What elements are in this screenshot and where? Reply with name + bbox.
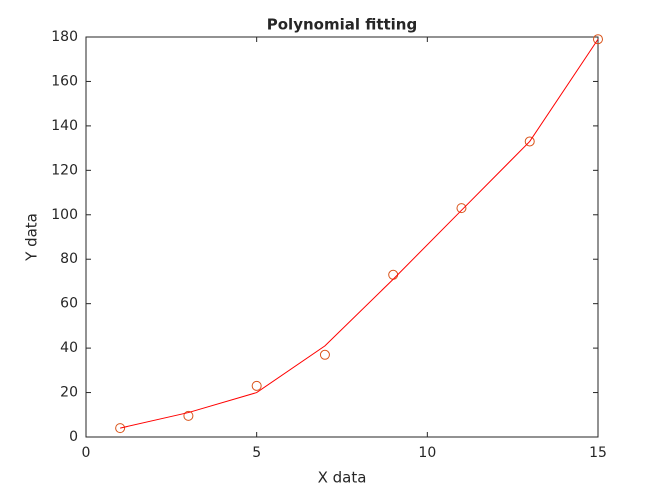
- y-tick-label: 120: [51, 162, 78, 178]
- fit-line: [120, 38, 599, 429]
- y-tick-label: 40: [60, 340, 78, 356]
- data-point: [524, 136, 535, 147]
- y-tick-label: 180: [51, 29, 78, 45]
- x-axis-label: X data: [318, 469, 367, 487]
- data-point: [183, 410, 194, 421]
- y-tick-label: 0: [69, 429, 78, 445]
- data-point: [593, 34, 603, 45]
- x-tick-label: 5: [252, 445, 261, 461]
- chart-title: Polynomial fitting: [267, 16, 417, 34]
- y-tick-label: 60: [60, 296, 78, 312]
- axes-box: [85, 36, 599, 438]
- y-tick-label: 100: [51, 207, 78, 223]
- data-point: [319, 349, 330, 360]
- y-tick-label: 80: [60, 251, 78, 267]
- x-tick-label: 0: [82, 445, 91, 461]
- data-point: [251, 380, 262, 391]
- data-point: [456, 203, 467, 214]
- x-tick-label: 10: [418, 445, 436, 461]
- x-tick-label: 15: [589, 445, 607, 461]
- y-tick-label: 140: [51, 118, 78, 134]
- y-axis-label: Y data: [23, 213, 41, 262]
- y-tick-label: 20: [60, 385, 78, 401]
- data-point: [115, 423, 126, 434]
- y-tick-label: 160: [51, 73, 78, 89]
